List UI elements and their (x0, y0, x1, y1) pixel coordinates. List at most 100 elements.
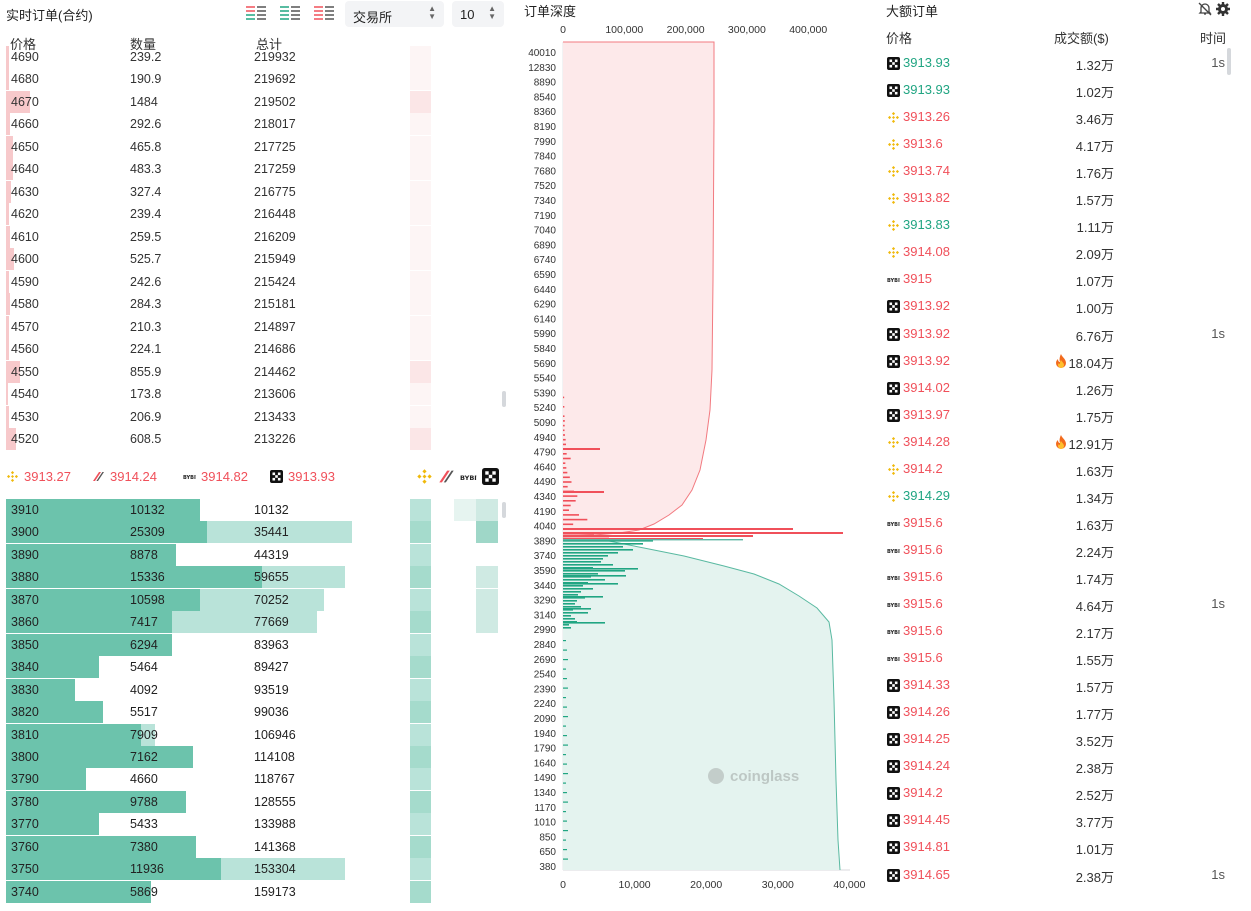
ask-row[interactable]: 4690 239.2 219932 (0, 46, 508, 68)
filter-bybit-slash-icon[interactable] (438, 468, 455, 485)
large-order-row[interactable]: 3914.2 2.52万 (880, 782, 1251, 809)
large-order-amount: 2.17万 (1075, 626, 1114, 642)
depth-level-select[interactable]: 10 ▲ ▼ (452, 1, 504, 27)
view-bids-icon[interactable] (278, 4, 302, 22)
bid-price: 3830 (11, 682, 39, 697)
large-order-row[interactable]: BYBIT3915.6 1.55万 (880, 647, 1251, 674)
large-order-row[interactable]: 3914.25 3.52万 (880, 728, 1251, 755)
bid-scroll-thumb[interactable] (502, 502, 506, 518)
ask-row[interactable]: 4570 210.3 214897 (0, 315, 508, 338)
bid-row[interactable]: 3770 5433 133988 (0, 813, 508, 836)
bid-row[interactable]: 3900 25309 35441 (0, 521, 508, 544)
bid-row[interactable]: 3880 15336 59655 (0, 566, 508, 589)
large-order-row[interactable]: BYBIT3915.6 1.74万 (880, 566, 1251, 593)
large-order-row[interactable]: 3914.45 3.77万 (880, 809, 1251, 836)
ask-total: 218017 (254, 117, 296, 131)
gear-icon[interactable] (1215, 1, 1231, 20)
large-order-row[interactable]: 3913.74 1.76万 (880, 160, 1251, 187)
ask-row[interactable]: 4670 1484 219502 (0, 90, 508, 113)
exchange-select[interactable]: 交易所 ▲ ▼ (345, 1, 444, 27)
large-order-row[interactable]: BYBIT3915.6 2.24万 (880, 539, 1251, 566)
bid-row[interactable]: 3840 5464 89427 (0, 656, 508, 679)
bid-row[interactable]: 3740 5869 159173 (0, 880, 508, 903)
bid-row[interactable]: 3890 8878 44319 (0, 543, 508, 566)
large-order-row[interactable]: 3914.33 1.57万 (880, 674, 1251, 701)
bid-row[interactable]: 3860 7417 77669 (0, 611, 508, 634)
filter-binance-icon[interactable] (416, 468, 433, 485)
large-order-row[interactable]: 3913.97 1.75万 (880, 404, 1251, 431)
ask-row[interactable]: 4640 483.3 217259 (0, 158, 508, 180)
large-order-row[interactable]: BYBIT3915.6 2.17万 (880, 620, 1251, 647)
ask-row[interactable]: 4560 224.1 214686 (0, 338, 508, 360)
large-order-row[interactable]: 3913.26 3.46万 (880, 106, 1251, 133)
large-order-row[interactable]: 3914.2 1.63万 (880, 458, 1251, 485)
svg-text:BYBIT: BYBIT (887, 657, 900, 663)
ask-row[interactable]: 4540 173.8 213606 (0, 383, 508, 405)
large-order-row[interactable]: BYBIT3915 1.07万 (880, 268, 1251, 295)
bid-row[interactable]: 3830 4092 93519 (0, 678, 508, 701)
filter-okx-icon[interactable] (482, 468, 499, 485)
large-order-row[interactable]: 3913.6 4.17万 (880, 133, 1251, 160)
large-order-row[interactable]: 3914.08 2.09万 (880, 241, 1251, 268)
large-order-amount: 1.75万 (1075, 409, 1114, 425)
bid-row[interactable]: 3760 7380 141368 (0, 835, 508, 858)
ask-row[interactable]: 4630 327.4 216775 (0, 180, 508, 203)
large-order-price: 3913.6 (903, 136, 943, 152)
large-order-row[interactable]: 3914.28 12.91万 (880, 431, 1251, 458)
ask-row[interactable]: 4660 292.6 218017 (0, 113, 508, 135)
bid-row[interactable]: 3910 10132 10132 (0, 499, 508, 521)
large-order-row[interactable]: 3913.92 6.76万 1s (880, 323, 1251, 350)
large-order-row[interactable]: 3913.92 1.00万 (880, 295, 1251, 322)
bid-row[interactable]: 3850 6294 83963 (0, 633, 508, 656)
ask-row[interactable]: 4530 206.9 213433 (0, 405, 508, 428)
bid-row[interactable]: 3810 7909 106946 (0, 723, 508, 746)
view-both-icon[interactable] (244, 4, 268, 22)
filter-bybit-icon[interactable]: BYBIT (460, 468, 482, 485)
large-order-row[interactable]: 3913.82 1.57万 (880, 187, 1251, 214)
large-order-row[interactable]: BYBIT3915.6 4.64万 1s (880, 593, 1251, 620)
ask-row[interactable]: 4600 525.7 215949 (0, 248, 508, 270)
ask-row[interactable]: 4550 855.9 214462 (0, 360, 508, 383)
large-order-row[interactable]: 3913.93 1.02万 (880, 79, 1251, 106)
svg-text:BYBIT: BYBIT (460, 474, 477, 482)
binance-icon (887, 463, 900, 476)
ask-scroll-thumb[interactable] (502, 391, 506, 407)
bid-row[interactable]: 3790 4660 118767 (0, 768, 508, 791)
ask-level-bar (563, 500, 576, 502)
large-order-row[interactable]: BYBIT3915.6 1.63万 (880, 512, 1251, 539)
bid-row[interactable]: 3820 5517 99036 (0, 701, 508, 724)
ask-total: 217725 (254, 139, 296, 154)
ask-row[interactable]: 4610 259.5 216209 (0, 225, 508, 248)
large-order-row[interactable]: 3914.65 2.38万 1s (880, 864, 1251, 891)
bid-row[interactable]: 3800 7162 114108 (0, 745, 508, 768)
large-order-row[interactable]: 3914.29 1.34万 (880, 485, 1251, 512)
scrollbar-thumb[interactable] (1227, 48, 1231, 75)
large-order-row[interactable]: 3913.93 1.32万 1s (880, 52, 1251, 79)
bid-total: 59655 (254, 570, 289, 585)
large-order-row[interactable]: 3914.24 2.38万 (880, 755, 1251, 782)
bid-row[interactable]: 3780 9788 128555 (0, 790, 508, 813)
ask-row[interactable]: 4650 465.8 217725 (0, 135, 508, 158)
large-order-row[interactable]: 3913.92 18.04万 (880, 350, 1251, 377)
view-asks-icon[interactable] (312, 4, 336, 22)
ask-exchange-heat (410, 180, 431, 203)
ask-total: 214686 (254, 342, 296, 356)
ask-row[interactable]: 4680 190.9 219692 (0, 68, 508, 90)
bid-row[interactable]: 3750 11936 153304 (0, 858, 508, 881)
ask-row[interactable]: 4520 608.5 213226 (0, 428, 508, 450)
price-axis-tick: 4040 (534, 522, 557, 533)
large-order-row[interactable]: 3914.02 1.26万 (880, 377, 1251, 404)
large-order-price: 3914.45 (903, 812, 950, 828)
large-order-row[interactable]: 3913.83 1.11万 (880, 214, 1251, 241)
bid-row[interactable]: 3870 10598 70252 (0, 588, 508, 611)
bid-exchange-heat (410, 813, 431, 836)
price-axis-tick: 2540 (534, 670, 557, 681)
large-order-row[interactable]: 3914.81 1.01万 (880, 836, 1251, 863)
large-order-row[interactable]: 3914.26 1.77万 (880, 701, 1251, 728)
price-axis-tick: 2240 (534, 699, 557, 710)
price-axis-tick: 4940 (534, 433, 557, 444)
ask-row[interactable]: 4590 242.6 215424 (0, 270, 508, 293)
mute-icon[interactable] (1198, 2, 1212, 19)
ask-row[interactable]: 4620 239.4 216448 (0, 203, 508, 225)
ask-row[interactable]: 4580 284.3 215181 (0, 293, 508, 315)
